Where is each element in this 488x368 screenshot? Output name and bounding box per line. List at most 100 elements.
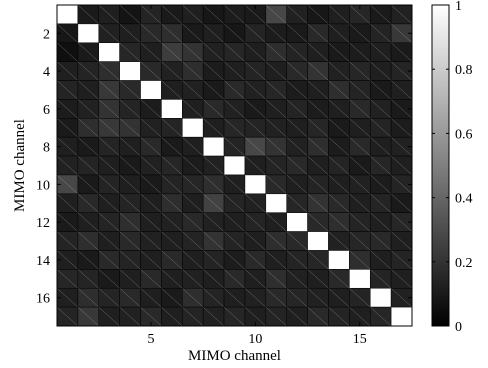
cell-diagonal xyxy=(161,42,183,62)
cell-diagonal xyxy=(244,42,266,62)
cell-diagonal xyxy=(390,269,413,289)
cell-diagonal xyxy=(203,269,225,289)
x-tick-label: 5 xyxy=(147,332,154,347)
cell-diagonal xyxy=(390,212,413,232)
cell-diagonal xyxy=(307,4,329,25)
cell-diagonal xyxy=(203,288,225,308)
cell-diagonal xyxy=(223,4,246,25)
cell-diagonal xyxy=(161,136,183,157)
cell-diagonal xyxy=(349,4,371,25)
cell-diagonal xyxy=(119,61,141,81)
cell-diagonal xyxy=(161,80,183,100)
cell-diagonal xyxy=(140,155,162,176)
cell-diagonal xyxy=(390,174,413,195)
cell-diagonal xyxy=(265,231,287,251)
cell-diagonal xyxy=(56,306,79,327)
cell-diagonal xyxy=(328,306,350,327)
cell-diagonal xyxy=(390,61,413,81)
y-axis-label: MIMO channel xyxy=(12,119,28,212)
cell-diagonal xyxy=(265,212,287,232)
cell-diagonal xyxy=(182,174,204,195)
cell-diagonal xyxy=(265,4,287,25)
cell-diagonal xyxy=(161,288,183,308)
cell-diagonal xyxy=(286,4,308,25)
cell-diagonal xyxy=(56,250,79,270)
cell-diagonal xyxy=(286,155,308,176)
cell-diagonal xyxy=(244,231,266,251)
cell-diagonal xyxy=(328,193,350,213)
cell-diagonal xyxy=(370,61,392,81)
cell-diagonal xyxy=(286,99,308,119)
cell-diagonal xyxy=(182,61,204,81)
cell-diagonal xyxy=(349,269,371,289)
cell-diagonal xyxy=(223,136,246,157)
cell-diagonal xyxy=(182,306,204,327)
cell-diagonal xyxy=(140,118,162,138)
cell-diagonal xyxy=(349,212,371,232)
cell-diagonal xyxy=(307,288,329,308)
cell-diagonal xyxy=(286,231,308,251)
cell-diagonal xyxy=(286,61,308,81)
cell-diagonal xyxy=(140,136,162,157)
cell-diagonal xyxy=(286,306,308,327)
cell-diagonal xyxy=(244,155,266,176)
cell-diagonal xyxy=(77,212,99,232)
cell-diagonal xyxy=(203,80,225,100)
cell-diagonal xyxy=(119,288,141,308)
cell-diagonal xyxy=(244,118,266,138)
cell-diagonal xyxy=(98,61,120,81)
cell-diagonal xyxy=(56,231,79,251)
cell-diagonal xyxy=(98,306,120,327)
cell-diagonal xyxy=(119,42,141,62)
cell-diagonal xyxy=(265,155,287,176)
cell-diagonal xyxy=(265,42,287,62)
cell-diagonal xyxy=(390,193,413,213)
cell-diagonal xyxy=(307,136,329,157)
cell-diagonal xyxy=(56,269,79,289)
cell-diagonal xyxy=(182,99,204,119)
cell-diagonal xyxy=(77,288,99,308)
cell-diagonal xyxy=(98,42,120,62)
cell-diagonal xyxy=(265,174,287,195)
cell-diagonal xyxy=(77,4,99,25)
cell-diagonal xyxy=(286,193,308,213)
heatmap-cells xyxy=(56,4,413,327)
cell-diagonal xyxy=(286,42,308,62)
cell-diagonal xyxy=(349,118,371,138)
cell-diagonal xyxy=(390,4,413,25)
cell-diagonal xyxy=(182,288,204,308)
cell-diagonal xyxy=(370,269,392,289)
cell-diagonal xyxy=(244,306,266,327)
y-tick-label: 16 xyxy=(36,292,50,307)
cell-diagonal xyxy=(56,99,79,119)
cell-diagonal xyxy=(98,231,120,251)
y-tick-label: 12 xyxy=(36,216,50,231)
cell-diagonal xyxy=(98,174,120,195)
cell-diagonal xyxy=(390,136,413,157)
cell-diagonal xyxy=(161,212,183,232)
cell-diagonal xyxy=(98,250,120,270)
cell-diagonal xyxy=(244,212,266,232)
cell-diagonal xyxy=(390,23,413,43)
cell-diagonal xyxy=(161,269,183,289)
cell-diagonal xyxy=(161,250,183,270)
cell-diagonal xyxy=(203,155,225,176)
cell-diagonal xyxy=(140,231,162,251)
cell-diagonal xyxy=(140,193,162,213)
cell-diagonal xyxy=(307,212,329,232)
cell-diagonal xyxy=(119,269,141,289)
cell-diagonal xyxy=(307,42,329,62)
cell-diagonal xyxy=(390,80,413,100)
cell-diagonal xyxy=(56,174,79,195)
cell-diagonal xyxy=(265,99,287,119)
cell-diagonal xyxy=(140,23,162,43)
cell-diagonal xyxy=(328,288,350,308)
cell-diagonal xyxy=(119,306,141,327)
cell-diagonal xyxy=(56,288,79,308)
cell-diagonal xyxy=(286,80,308,100)
cell-diagonal xyxy=(223,288,246,308)
cell-diagonal xyxy=(390,231,413,251)
cell-diagonal xyxy=(370,118,392,138)
cell-diagonal xyxy=(223,118,246,138)
